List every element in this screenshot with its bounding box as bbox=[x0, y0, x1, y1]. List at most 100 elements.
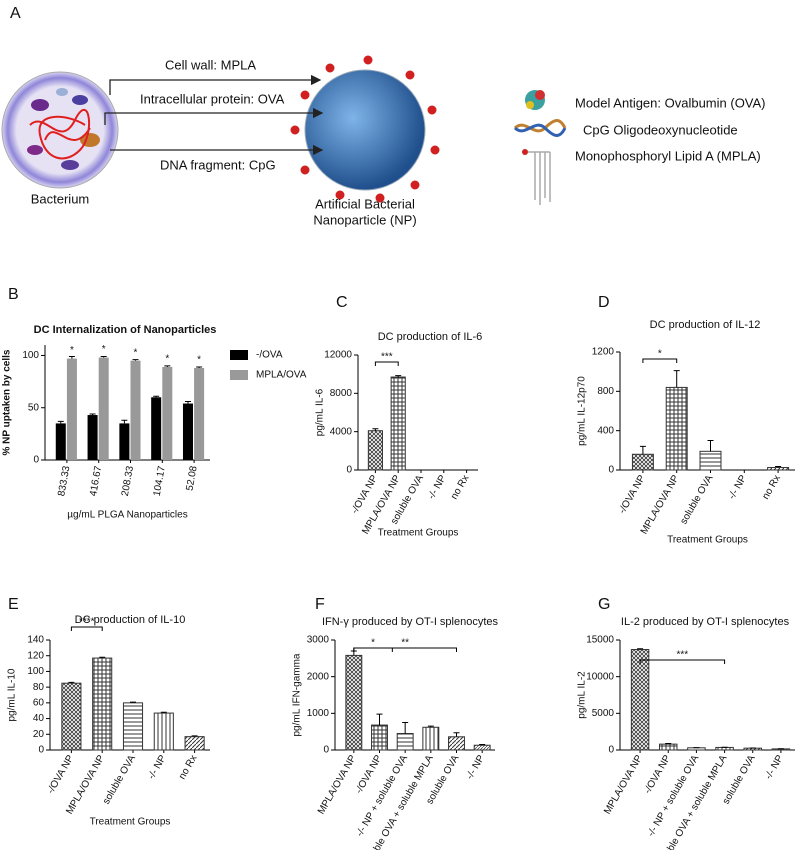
bar bbox=[699, 450, 722, 471]
y-tick-label: 3000 bbox=[307, 635, 330, 646]
bar bbox=[153, 712, 174, 751]
x-axis-label: Treatment Groups bbox=[667, 535, 748, 546]
bar bbox=[162, 366, 173, 460]
bar bbox=[345, 654, 363, 751]
legend-icons bbox=[513, 90, 567, 205]
y-tick-label: 40 bbox=[33, 713, 45, 724]
arrow-label: Cell wall: MPLA bbox=[165, 57, 256, 72]
y-tick-label: 4000 bbox=[330, 426, 353, 437]
y-axis-label: % NP uptaken by cells bbox=[2, 349, 13, 455]
x-tick-label: 104.17 bbox=[152, 465, 168, 497]
y-tick-label: 0 bbox=[346, 465, 352, 476]
bar bbox=[119, 423, 130, 460]
panel-letter: E bbox=[8, 596, 19, 613]
x-tick-label: 833.33 bbox=[56, 465, 72, 497]
x-axis-label: Treatment Groups bbox=[90, 817, 171, 828]
nanoparticle-lipids bbox=[290, 55, 440, 203]
bar bbox=[130, 360, 141, 460]
chart-title: DC production of IL-10 bbox=[75, 614, 186, 626]
legend-label: MPLA/OVA bbox=[256, 370, 307, 381]
chart-title: IFN-γ produced by OT-I splenocytes bbox=[322, 616, 499, 628]
x-tick-label: MPLA/OVA NP bbox=[602, 753, 645, 816]
chart-title: DC production of IL-12 bbox=[650, 319, 761, 331]
x-tick-label: soluble OVA bbox=[678, 473, 715, 526]
significance: * bbox=[134, 347, 138, 358]
x-tick-label: -/- NP bbox=[763, 753, 786, 781]
x-axis-label: Treatment Groups bbox=[378, 528, 459, 539]
x-tick-label: no Rx bbox=[177, 753, 200, 781]
error-bar bbox=[775, 466, 782, 468]
error-bar bbox=[376, 713, 383, 726]
error-bar bbox=[673, 370, 680, 388]
significance-bracket bbox=[70, 626, 103, 631]
arrow-label: DNA fragment: CpG bbox=[160, 157, 276, 172]
y-axis-label: pg/mL IFN-gamma bbox=[292, 653, 303, 736]
bacterium-contents bbox=[27, 88, 100, 170]
y-tick-label: 0 bbox=[33, 455, 39, 466]
error-bar bbox=[372, 428, 379, 431]
y-axis-label: pg/mL IL-2 bbox=[577, 671, 588, 719]
bar bbox=[92, 657, 113, 751]
panel-letter: D bbox=[598, 294, 610, 311]
significance: **** bbox=[79, 617, 95, 628]
y-tick-label: 1000 bbox=[307, 708, 330, 719]
x-axis-label: µg/mL PLGA Nanoparticles bbox=[67, 510, 187, 521]
x-tick-label: soluble OVA bbox=[101, 753, 138, 806]
error-bar bbox=[191, 735, 198, 737]
y-tick-label: 2000 bbox=[307, 671, 330, 682]
error-bar bbox=[402, 722, 409, 734]
error-bar bbox=[130, 701, 136, 703]
x-tick-label: no Rx bbox=[449, 473, 472, 501]
x-tick-label: -/OVA NP bbox=[642, 753, 673, 796]
y-tick-label: 100 bbox=[22, 350, 39, 361]
x-tick-label: 416.67 bbox=[88, 465, 104, 497]
error-bar bbox=[121, 419, 128, 424]
nanoparticle-shape bbox=[304, 69, 426, 191]
significance: * bbox=[371, 638, 375, 649]
error-bar bbox=[68, 356, 75, 359]
significance: * bbox=[70, 345, 74, 356]
y-axis-label: pg/mL IL-10 bbox=[7, 668, 18, 721]
bar bbox=[390, 376, 406, 471]
y-tick-label: 800 bbox=[597, 386, 614, 397]
nanoparticle-label: Artificial Bacterial bbox=[315, 196, 415, 211]
nanoparticle-label: Nanoparticle (NP) bbox=[313, 212, 416, 227]
bar bbox=[631, 453, 654, 471]
x-tick-label: -/- NP + soluble OVA bbox=[646, 753, 702, 839]
error-bar bbox=[99, 656, 106, 659]
significance: * bbox=[658, 349, 662, 360]
bar bbox=[473, 744, 491, 751]
significance-bracket bbox=[639, 659, 726, 664]
bar bbox=[367, 430, 383, 471]
bar bbox=[98, 357, 109, 460]
bar bbox=[194, 368, 205, 460]
y-tick-label: 100 bbox=[27, 666, 44, 677]
y-tick-label: 0 bbox=[323, 745, 329, 756]
legend-text: Monophosphoryl Lipid A (MPLA) bbox=[575, 148, 761, 163]
error-bar bbox=[453, 732, 460, 737]
bar bbox=[371, 724, 388, 751]
bar bbox=[87, 415, 98, 460]
bar bbox=[122, 702, 144, 751]
panel-a: A Bacterium Artificial Bacterial Nanopar… bbox=[1, 5, 766, 227]
y-tick-label: 5000 bbox=[592, 708, 615, 719]
error-bar bbox=[665, 743, 672, 745]
error-bar bbox=[196, 366, 203, 368]
bar bbox=[659, 743, 678, 751]
y-tick-label: 20 bbox=[33, 729, 45, 740]
bar bbox=[182, 403, 193, 460]
bar bbox=[55, 423, 66, 460]
arrow-label: Intracellular protein: OVA bbox=[140, 91, 285, 106]
error-bar bbox=[639, 445, 646, 455]
error-bar bbox=[89, 413, 96, 416]
y-tick-label: 80 bbox=[33, 682, 45, 693]
bar bbox=[184, 736, 205, 751]
legend-text: CpG Oligodeoxynucleotide bbox=[583, 122, 738, 137]
arrows bbox=[104, 74, 324, 156]
error-bar bbox=[160, 711, 167, 714]
error-bar bbox=[707, 440, 714, 452]
significance-bracket bbox=[353, 647, 457, 652]
y-tick-label: 12000 bbox=[324, 350, 352, 361]
error-bar bbox=[479, 744, 486, 746]
